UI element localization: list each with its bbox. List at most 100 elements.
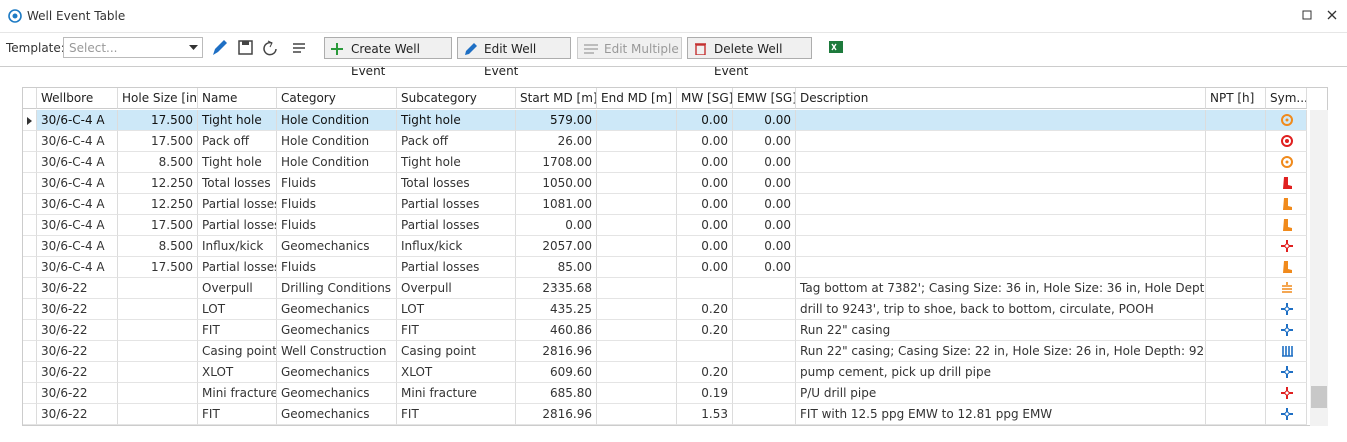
table-cell[interactable]: Fluids xyxy=(277,173,397,194)
table-cell[interactable]: Tag bottom at 7382'; Casing Size: 36 in,… xyxy=(796,278,1206,299)
table-cell[interactable]: Geomechanics xyxy=(277,404,397,425)
table-cell[interactable]: 0.00 xyxy=(733,152,796,173)
column-header[interactable]: Description xyxy=(796,88,1206,109)
table-cell[interactable] xyxy=(597,173,677,194)
column-header[interactable]: NPT [h] xyxy=(1206,88,1266,109)
table-cell[interactable]: Tight hole xyxy=(397,110,516,131)
table-cell[interactable]: Influx/kick xyxy=(198,236,277,257)
table-cell[interactable]: 0.00 xyxy=(733,215,796,236)
table-cell[interactable] xyxy=(1206,110,1266,131)
table-cell[interactable]: Hole Condition xyxy=(277,131,397,152)
table-cell[interactable]: Mini fracture xyxy=(198,383,277,404)
table-cell[interactable] xyxy=(118,299,198,320)
table-cell[interactable]: 30/6-C-4 A xyxy=(37,110,118,131)
table-cell[interactable]: 30/6-C-4 A xyxy=(37,194,118,215)
table-cell[interactable] xyxy=(1206,257,1266,278)
table-cell[interactable]: Well Construction xyxy=(277,341,397,362)
table-cell[interactable] xyxy=(118,362,198,383)
maximize-button[interactable] xyxy=(1302,10,1312,20)
table-cell[interactable]: Fluids xyxy=(277,257,397,278)
column-header[interactable]: Name xyxy=(198,88,277,109)
table-cell[interactable] xyxy=(597,320,677,341)
table-cell[interactable] xyxy=(118,404,198,425)
table-cell[interactable] xyxy=(597,194,677,215)
table-cell[interactable]: Partial losses xyxy=(198,257,277,278)
table-cell[interactable]: 8.500 xyxy=(118,236,198,257)
table-cell[interactable] xyxy=(1206,341,1266,362)
table-cell[interactable]: FIT xyxy=(397,320,516,341)
table-cell[interactable]: 1050.00 xyxy=(516,173,597,194)
table-cell[interactable]: XLOT xyxy=(198,362,277,383)
table-cell[interactable]: 85.00 xyxy=(516,257,597,278)
table-cell[interactable]: Casing point xyxy=(397,341,516,362)
table-cell[interactable] xyxy=(118,383,198,404)
table-cell[interactable]: FIT with 12.5 ppg EMW to 12.81 ppg EMW xyxy=(796,404,1206,425)
table-cell[interactable] xyxy=(597,257,677,278)
table-cell[interactable]: 0.00 xyxy=(733,131,796,152)
table-cell[interactable]: Total losses xyxy=(198,173,277,194)
table-cell[interactable]: Overpull xyxy=(397,278,516,299)
scroll-thumb[interactable] xyxy=(1311,386,1327,408)
table-cell[interactable]: 30/6-C-4 A xyxy=(37,173,118,194)
table-cell[interactable]: 12.250 xyxy=(118,173,198,194)
table-cell[interactable]: 0.00 xyxy=(733,257,796,278)
table-cell[interactable]: 0.20 xyxy=(677,320,733,341)
table-cell[interactable] xyxy=(733,404,796,425)
table-cell[interactable]: Casing point xyxy=(198,341,277,362)
table-cell[interactable]: Run 22" casing xyxy=(796,320,1206,341)
table-cell[interactable]: 17.500 xyxy=(118,257,198,278)
table-cell[interactable]: 30/6-C-4 A xyxy=(37,236,118,257)
table-cell[interactable]: 435.25 xyxy=(516,299,597,320)
table-cell[interactable]: Tight hole xyxy=(198,110,277,131)
table-cell[interactable] xyxy=(597,404,677,425)
table-cell[interactable] xyxy=(597,110,677,131)
table-cell[interactable]: 17.500 xyxy=(118,131,198,152)
edit-button[interactable]: Edit Well Event xyxy=(457,37,571,78)
table-cell[interactable]: Run 22" casing; Casing Size: 22 in, Hole… xyxy=(796,341,1206,362)
table-cell[interactable] xyxy=(597,383,677,404)
template-dropdown[interactable]: Select... xyxy=(63,37,203,58)
table-cell[interactable]: 2816.96 xyxy=(516,404,597,425)
table-cell[interactable]: Partial losses xyxy=(397,215,516,236)
table-cell[interactable] xyxy=(677,278,733,299)
table-cell[interactable]: 12.250 xyxy=(118,194,198,215)
table-cell[interactable] xyxy=(796,194,1206,215)
table-cell[interactable]: 8.500 xyxy=(118,152,198,173)
table-cell[interactable] xyxy=(796,110,1206,131)
table-cell[interactable]: 0.00 xyxy=(733,110,796,131)
column-header[interactable]: Wellbore xyxy=(37,88,118,109)
table-cell[interactable]: 0.00 xyxy=(677,152,733,173)
column-header[interactable]: Hole Size [in] xyxy=(118,88,198,109)
delete-button[interactable]: Delete Well Event xyxy=(687,37,812,78)
table-cell[interactable]: P/U drill pipe xyxy=(796,383,1206,404)
toolbar-icons[interactable] xyxy=(210,38,320,58)
table-cell[interactable] xyxy=(597,362,677,383)
table-cell[interactable] xyxy=(597,131,677,152)
table-cell[interactable] xyxy=(597,278,677,299)
table-cell[interactable] xyxy=(597,152,677,173)
table-cell[interactable]: 2057.00 xyxy=(516,236,597,257)
table-cell[interactable]: Total losses xyxy=(397,173,516,194)
table-cell[interactable] xyxy=(1206,194,1266,215)
create-button[interactable]: Create Well Event xyxy=(324,37,452,78)
table-cell[interactable]: drill to 9243', trip to shoe, back to bo… xyxy=(796,299,1206,320)
table-cell[interactable]: Partial losses xyxy=(198,194,277,215)
table-cell[interactable]: 17.500 xyxy=(118,215,198,236)
table-cell[interactable] xyxy=(597,236,677,257)
table-cell[interactable] xyxy=(1206,362,1266,383)
table-cell[interactable] xyxy=(1206,320,1266,341)
table-cell[interactable]: 0.00 xyxy=(677,215,733,236)
table-cell[interactable]: 2816.96 xyxy=(516,341,597,362)
table-cell[interactable]: 2335.68 xyxy=(516,278,597,299)
table-cell[interactable] xyxy=(1206,236,1266,257)
table-cell[interactable] xyxy=(1206,278,1266,299)
table-cell[interactable]: 30/6-22 xyxy=(37,341,118,362)
table-cell[interactable] xyxy=(597,215,677,236)
table-cell[interactable]: LOT xyxy=(397,299,516,320)
table-cell[interactable]: LOT xyxy=(198,299,277,320)
table-cell[interactable]: 685.80 xyxy=(516,383,597,404)
table-cell[interactable]: 609.60 xyxy=(516,362,597,383)
table-cell[interactable]: 17.500 xyxy=(118,110,198,131)
table-cell[interactable]: 30/6-22 xyxy=(37,383,118,404)
table-cell[interactable]: 30/6-22 xyxy=(37,404,118,425)
